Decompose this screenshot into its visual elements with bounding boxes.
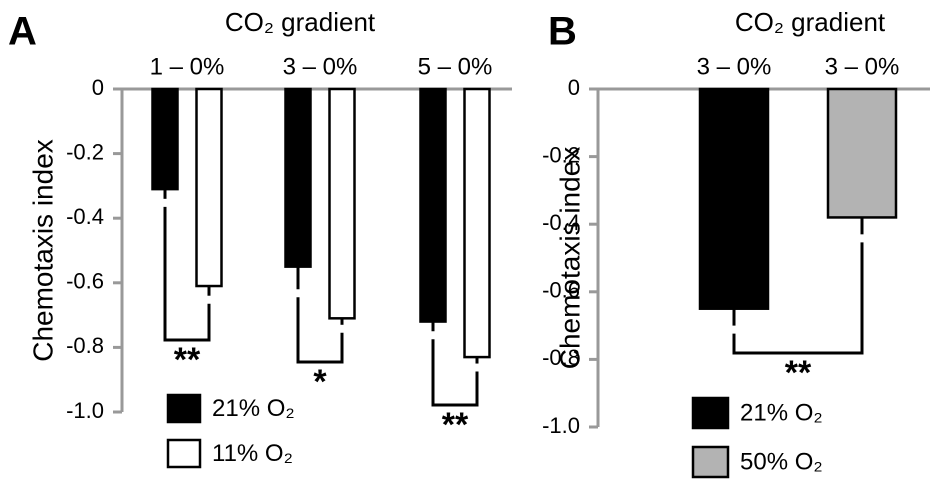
x-tick-label: 1 – 0% xyxy=(150,53,225,80)
bar xyxy=(419,87,447,323)
bar xyxy=(151,87,179,191)
y-tick-label: -0.6 xyxy=(66,269,104,294)
significance-label: ** xyxy=(174,341,201,379)
x-tick-label: 3 – 0% xyxy=(283,53,358,80)
legend-label: 11% O₂ xyxy=(212,440,293,467)
bar xyxy=(195,87,223,288)
legend-label: 21% O₂ xyxy=(740,399,823,426)
significance-bracket xyxy=(732,242,864,355)
significance-bracket xyxy=(296,297,344,364)
legend-swatch xyxy=(691,445,730,479)
axis-title: CO₂ gradient xyxy=(735,7,886,37)
bar xyxy=(826,87,898,219)
legend-label: 21% O₂ xyxy=(212,395,295,422)
legend-swatch xyxy=(166,438,202,469)
y-tick-label: -0.4 xyxy=(66,204,104,229)
panel-label: A xyxy=(8,10,37,54)
y-tick-label: -0.6 xyxy=(542,278,580,303)
y-axis-label: Chemotaxis index xyxy=(554,147,585,370)
y-axis-label: Chemotaxis index xyxy=(27,139,58,362)
x-tick-label: 3 – 0% xyxy=(697,53,772,80)
y-tick-label: -0.8 xyxy=(542,345,580,370)
bar xyxy=(284,87,312,268)
panel-label: B xyxy=(548,10,577,54)
legend-swatch xyxy=(691,396,730,430)
significance-bracket xyxy=(163,206,211,342)
x-tick-label: 5 – 0% xyxy=(418,53,493,80)
axis-title: CO₂ gradient xyxy=(225,7,376,37)
y-tick-label: 0 xyxy=(92,75,104,100)
x-tick-label: 3 – 0% xyxy=(825,53,900,80)
legend-label: 50% O₂ xyxy=(740,448,823,475)
significance-label: ** xyxy=(785,354,812,392)
y-tick-label: -1.0 xyxy=(542,413,580,438)
y-tick-label: -0.2 xyxy=(66,139,104,164)
y-tick-label: -1.0 xyxy=(66,398,104,423)
bar xyxy=(698,87,770,310)
significance-label: * xyxy=(313,363,327,401)
bar xyxy=(463,87,491,359)
significance-bracket xyxy=(431,339,479,407)
y-tick-label: 0 xyxy=(568,75,580,100)
bar xyxy=(328,87,356,320)
y-tick-label: -0.4 xyxy=(542,210,580,235)
y-tick-label: -0.2 xyxy=(542,142,580,167)
y-tick-label: -0.8 xyxy=(66,333,104,358)
legend-swatch xyxy=(166,393,202,424)
significance-label: ** xyxy=(442,406,469,444)
